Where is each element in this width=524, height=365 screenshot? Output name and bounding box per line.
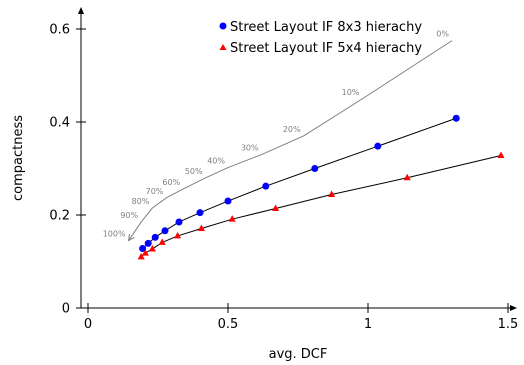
x-tick-label: 0.5 — [218, 317, 239, 332]
series-1-point — [161, 227, 169, 235]
annotation-label: 0% — [436, 30, 449, 39]
y-tick-label: 0 — [62, 302, 70, 317]
series-2-point — [403, 173, 411, 181]
legend-marker-series-2 — [219, 44, 227, 50]
x-axis-title: avg. DCF — [269, 347, 328, 362]
y-axis-title: compactness — [11, 115, 26, 201]
series-1-point — [374, 142, 382, 150]
series-1-point — [175, 218, 183, 226]
series-1-point — [262, 182, 270, 190]
series-markers — [137, 114, 505, 260]
x-tick-label: 0 — [84, 317, 92, 332]
legend-label-series-1: Street Layout IF 8x3 hierachy — [230, 20, 422, 35]
series-2-point — [228, 215, 236, 222]
legend-marker-series-1 — [219, 22, 227, 30]
annotation-label: 100% — [103, 230, 126, 239]
series-3-line — [128, 40, 453, 241]
legend: Street Layout IF 8x3 hierachy Street Lay… — [219, 20, 422, 56]
ticks: 0 0.5 1 1.5 0 0.2 0.4 0.6 — [49, 23, 518, 333]
series-2-point — [497, 151, 505, 158]
annotations: 100% 90% 80%70%60% 50% 40% 30% 20% 10% 0% — [103, 30, 450, 239]
series-1-point — [224, 197, 232, 205]
y-tick-label: 0.6 — [49, 23, 70, 38]
series-2-point — [328, 190, 336, 198]
series-2-point — [158, 238, 166, 245]
annotation-label: 70% — [146, 187, 164, 196]
series-2-point — [174, 231, 182, 239]
y-tick-label: 0.4 — [49, 116, 70, 131]
series-2-point — [137, 252, 145, 260]
y-tick-label: 0.2 — [49, 209, 70, 224]
series-2-point — [272, 204, 280, 211]
annotation-label: 50% — [185, 167, 203, 176]
series-lines — [127, 40, 502, 258]
x-tick-label: 1 — [364, 317, 372, 332]
annotation-label: 80% — [132, 197, 150, 206]
series-3-arrow — [127, 233, 135, 242]
annotation-label: 90% — [120, 211, 138, 220]
x-axis-arrow — [510, 305, 517, 311]
legend-label-series-2: Street Layout IF 5x4 hierachy — [230, 41, 422, 56]
series-2-point — [141, 249, 149, 256]
series-1-point — [452, 114, 460, 122]
series-1-point — [196, 209, 204, 217]
annotation-label: 10% — [342, 88, 360, 97]
y-axis-arrow — [78, 7, 84, 14]
annotation-label: 20% — [283, 125, 301, 134]
series-1-point — [144, 239, 152, 247]
annotation-label: 30% — [241, 144, 259, 153]
annotation-label: 60% — [162, 178, 180, 187]
series-2-point — [197, 224, 205, 231]
annotation-label: 40% — [207, 157, 225, 166]
series-2-point — [148, 244, 156, 252]
series-1-point — [311, 165, 319, 172]
x-tick-label: 1.5 — [498, 317, 519, 332]
axes — [78, 7, 517, 311]
series-1-point — [151, 233, 159, 241]
series-1-point — [139, 244, 147, 252]
